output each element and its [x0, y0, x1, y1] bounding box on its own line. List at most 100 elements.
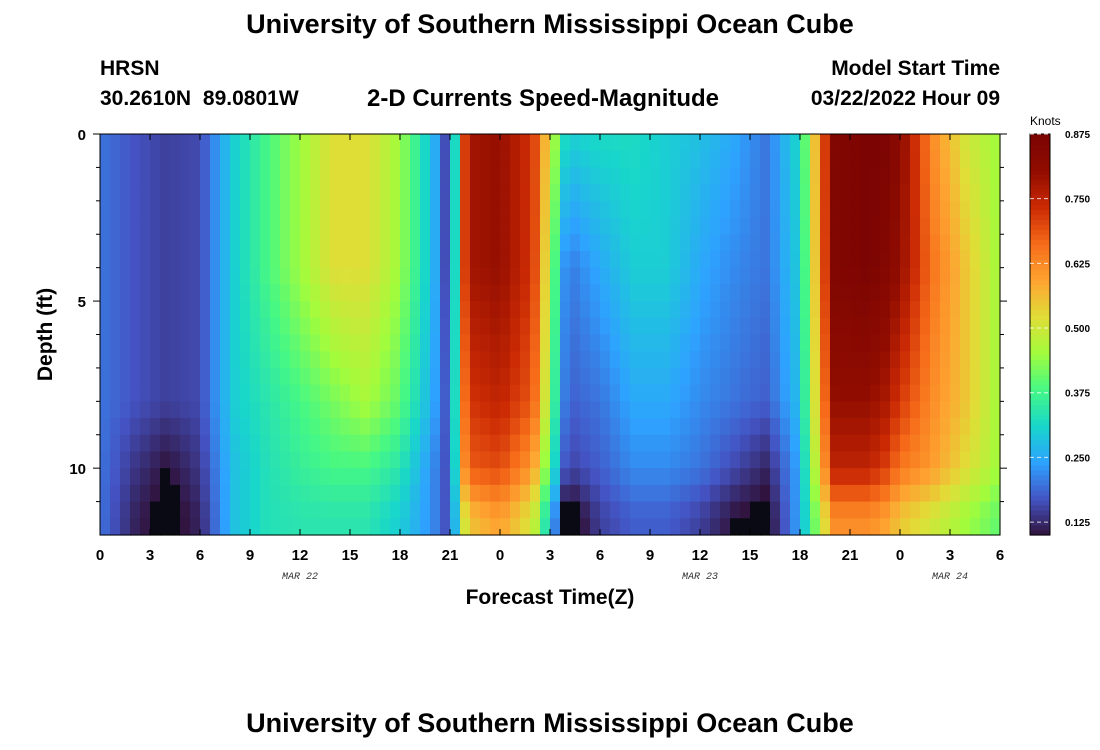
heatmap-cell: [920, 351, 931, 369]
heatmap-cell: [600, 250, 611, 269]
heatmap-cell: [640, 234, 651, 252]
heatmap-cell: [580, 267, 591, 285]
heatmap-cell: [120, 267, 131, 285]
heatmap-cell: [500, 167, 511, 185]
heatmap-cell: [300, 284, 311, 302]
heatmap-cell: [980, 351, 991, 369]
heatmap-cell: [800, 150, 811, 169]
heatmap-cell: [980, 167, 991, 185]
heatmap-cell: [260, 401, 271, 419]
heatmap-cell: [210, 200, 221, 219]
heatmap-cell: [530, 317, 541, 336]
heatmap-cell: [280, 434, 291, 453]
heatmap-cell: [560, 351, 571, 369]
heatmap-cell: [910, 401, 921, 419]
heatmap-cell: [140, 150, 151, 169]
heatmap-cell: [840, 150, 851, 169]
heatmap-cell: [420, 200, 431, 219]
heatmap-cell: [990, 367, 1001, 386]
heatmap-cell: [280, 468, 291, 486]
heatmap-cell: [290, 484, 301, 503]
heatmap-cell: [580, 501, 591, 519]
heatmap-cell: [780, 518, 791, 536]
heatmap-cell: [740, 184, 751, 202]
heatmap-cell: [700, 134, 711, 152]
heatmap-cell: [260, 284, 271, 302]
heatmap-cell: [390, 267, 401, 285]
heatmap-cell: [790, 284, 801, 302]
heatmap-cell: [800, 217, 811, 235]
heatmap-cell: [340, 384, 351, 402]
heatmap-cell: [490, 200, 501, 219]
heatmap-cell: [340, 351, 351, 369]
heatmap-cell: [710, 284, 721, 302]
heatmap-cell: [450, 351, 461, 369]
heatmap-cell: [270, 250, 281, 269]
heatmap-cell: [190, 317, 201, 336]
heatmap-cell: [230, 250, 241, 269]
heatmap-cell: [310, 501, 321, 519]
heatmap-cell: [290, 250, 301, 269]
heatmap-cell: [980, 451, 991, 469]
heatmap-cell: [820, 401, 831, 419]
heatmap-cell: [180, 167, 191, 185]
heatmap-cell: [190, 134, 201, 152]
heatmap-cell: [590, 250, 601, 269]
heatmap-cell: [120, 150, 131, 169]
heatmap-cell: [460, 334, 471, 352]
heatmap-cell: [500, 150, 511, 169]
heatmap-cell: [260, 518, 271, 536]
heatmap-cell: [420, 134, 431, 152]
heatmap-cell: [780, 418, 791, 436]
heatmap-cell: [320, 334, 331, 352]
heatmap-cell: [480, 217, 491, 235]
heatmap-cell: [650, 401, 661, 419]
heatmap-cell: [410, 234, 421, 252]
heatmap-cell: [920, 150, 931, 169]
heatmap-cell: [990, 134, 1001, 152]
heatmap-cell: [790, 518, 801, 536]
heatmap-cell: [910, 434, 921, 453]
heatmap-cell: [380, 351, 391, 369]
heatmap-cell: [200, 217, 211, 235]
heatmap-cell: [330, 184, 341, 202]
colorbar-segment: [1030, 509, 1050, 516]
heatmap-cell: [270, 451, 281, 469]
heatmap-cell: [200, 434, 211, 453]
heatmap-cell: [980, 184, 991, 202]
heatmap-cell: [170, 250, 181, 269]
colorbar-segment: [1030, 489, 1050, 496]
heatmap-cell: [600, 501, 611, 519]
heatmap-cell: [480, 167, 491, 185]
colorbar-segment: [1030, 469, 1050, 476]
heatmap-cell: [930, 334, 941, 352]
heatmap-cell: [940, 317, 951, 336]
heatmap-cell: [890, 484, 901, 503]
heatmap-cell: [200, 468, 211, 486]
heatmap-cell: [520, 334, 531, 352]
heatmap-cell: [520, 167, 531, 185]
heatmap-cell: [750, 501, 761, 519]
heatmap-cell: [790, 484, 801, 503]
heatmap-cell: [760, 418, 771, 436]
heatmap-cell: [240, 167, 251, 185]
heatmap-cell: [170, 150, 181, 169]
heatmap-cell: [490, 501, 501, 519]
colorbar-segment: [1030, 334, 1050, 341]
heatmap-cell: [600, 167, 611, 185]
heatmap-cell: [250, 468, 261, 486]
heatmap-cell: [280, 484, 291, 503]
heatmap-cell: [590, 217, 601, 235]
heatmap-cell: [740, 284, 751, 302]
heatmap-cell: [740, 301, 751, 319]
heatmap-cell: [580, 384, 591, 402]
heatmap-cell: [530, 418, 541, 436]
heatmap-cell: [240, 250, 251, 269]
heatmap-cell: [280, 250, 291, 269]
heatmap-cell: [270, 401, 281, 419]
heatmap-cell: [380, 501, 391, 519]
heatmap-cell: [940, 351, 951, 369]
heatmap-cell: [170, 167, 181, 185]
heatmap-cell: [390, 351, 401, 369]
heatmap-cell: [350, 317, 361, 336]
